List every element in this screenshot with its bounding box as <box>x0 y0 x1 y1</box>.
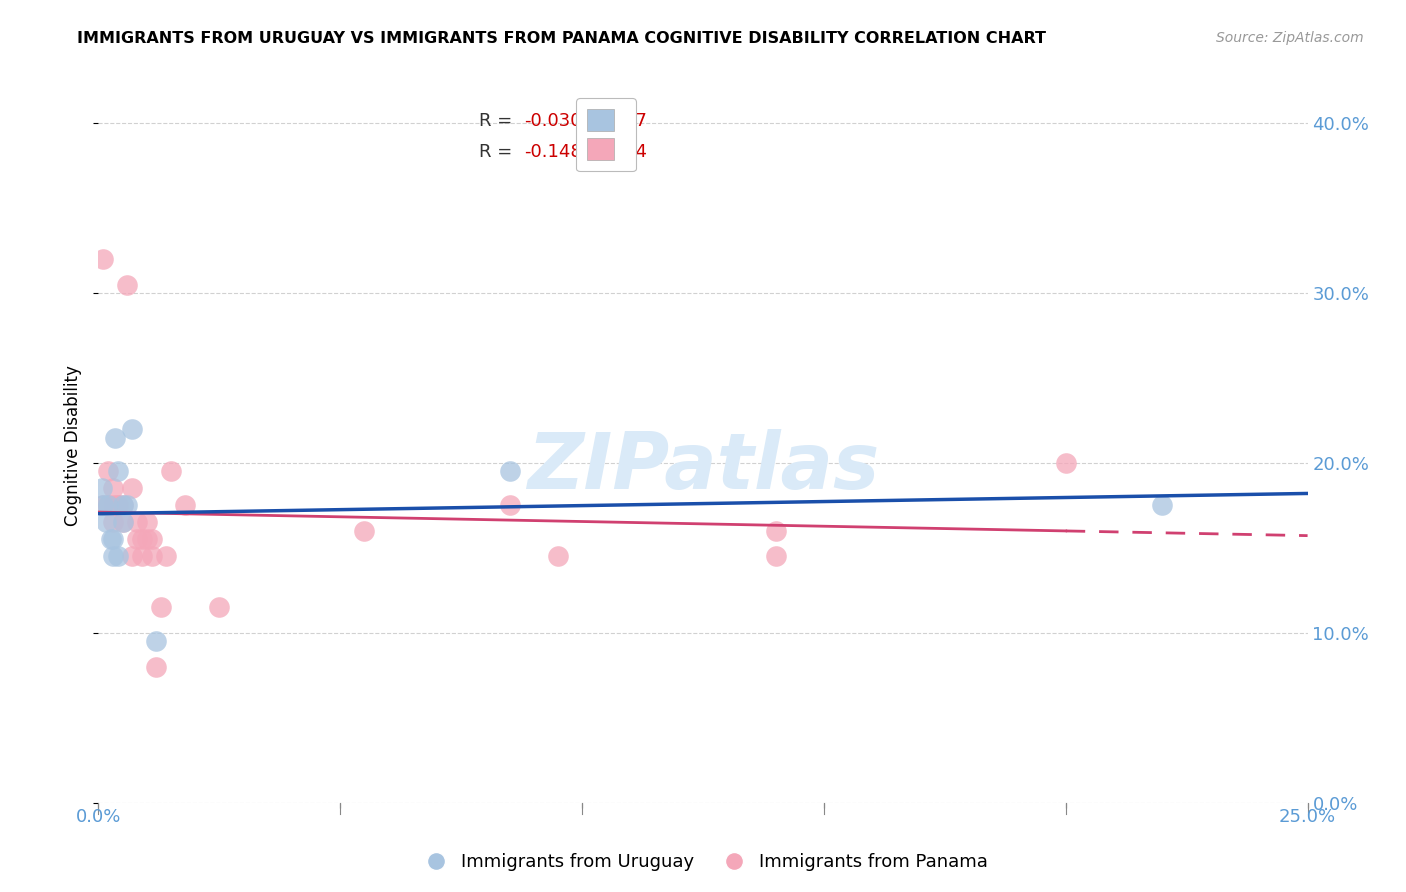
Point <box>498 465 520 479</box>
Point <box>94 516 117 530</box>
Point <box>117 499 139 513</box>
Point <box>765 524 787 538</box>
Point <box>127 533 149 547</box>
Point <box>97 499 120 513</box>
Point <box>117 277 139 292</box>
Text: -0.148: -0.148 <box>524 143 582 161</box>
Text: R =: R = <box>479 143 524 161</box>
Point <box>104 430 127 444</box>
Point <box>174 499 197 513</box>
Point <box>131 533 153 547</box>
Point <box>91 252 114 266</box>
Point <box>100 533 122 547</box>
Point <box>111 516 134 530</box>
Point <box>97 465 120 479</box>
Point <box>141 533 163 547</box>
Point <box>107 499 129 513</box>
Legend: Immigrants from Uruguay, Immigrants from Panama: Immigrants from Uruguay, Immigrants from… <box>411 847 995 879</box>
Point <box>150 600 173 615</box>
Point <box>155 549 177 564</box>
Point <box>135 533 157 547</box>
Point <box>101 499 124 513</box>
Y-axis label: Cognitive Disability: Cognitive Disability <box>65 366 83 526</box>
Point <box>127 516 149 530</box>
Point <box>208 600 231 615</box>
Point <box>91 499 114 513</box>
Legend: , : , <box>576 98 636 171</box>
Text: N =: N = <box>588 143 640 161</box>
Point <box>111 499 134 513</box>
Point <box>101 482 124 496</box>
Text: R =: R = <box>479 112 519 130</box>
Point <box>101 549 124 564</box>
Point <box>107 499 129 513</box>
Point <box>131 549 153 564</box>
Point <box>160 465 183 479</box>
Point <box>498 499 520 513</box>
Text: 34: 34 <box>624 143 647 161</box>
Point <box>91 482 114 496</box>
Point <box>107 549 129 564</box>
Point <box>121 482 143 496</box>
Point <box>547 549 569 564</box>
Text: Source: ZipAtlas.com: Source: ZipAtlas.com <box>1216 31 1364 45</box>
Point <box>141 549 163 564</box>
Point <box>121 549 143 564</box>
Text: IMMIGRANTS FROM URUGUAY VS IMMIGRANTS FROM PANAMA COGNITIVE DISABILITY CORRELATI: IMMIGRANTS FROM URUGUAY VS IMMIGRANTS FR… <box>77 31 1046 46</box>
Point <box>121 422 143 436</box>
Point <box>1152 499 1174 513</box>
Point <box>1054 456 1077 470</box>
Point <box>145 660 167 674</box>
Point <box>107 465 129 479</box>
Point <box>111 516 134 530</box>
Point <box>145 634 167 648</box>
Text: N =: N = <box>588 112 640 130</box>
Point <box>101 533 124 547</box>
Text: -0.030: -0.030 <box>524 112 582 130</box>
Point <box>101 516 124 530</box>
Point <box>135 516 157 530</box>
Point <box>353 524 375 538</box>
Point <box>91 499 114 513</box>
Text: ZIPatlas: ZIPatlas <box>527 429 879 506</box>
Point <box>111 499 134 513</box>
Point <box>97 499 120 513</box>
Point <box>765 549 787 564</box>
Text: 17: 17 <box>624 112 647 130</box>
